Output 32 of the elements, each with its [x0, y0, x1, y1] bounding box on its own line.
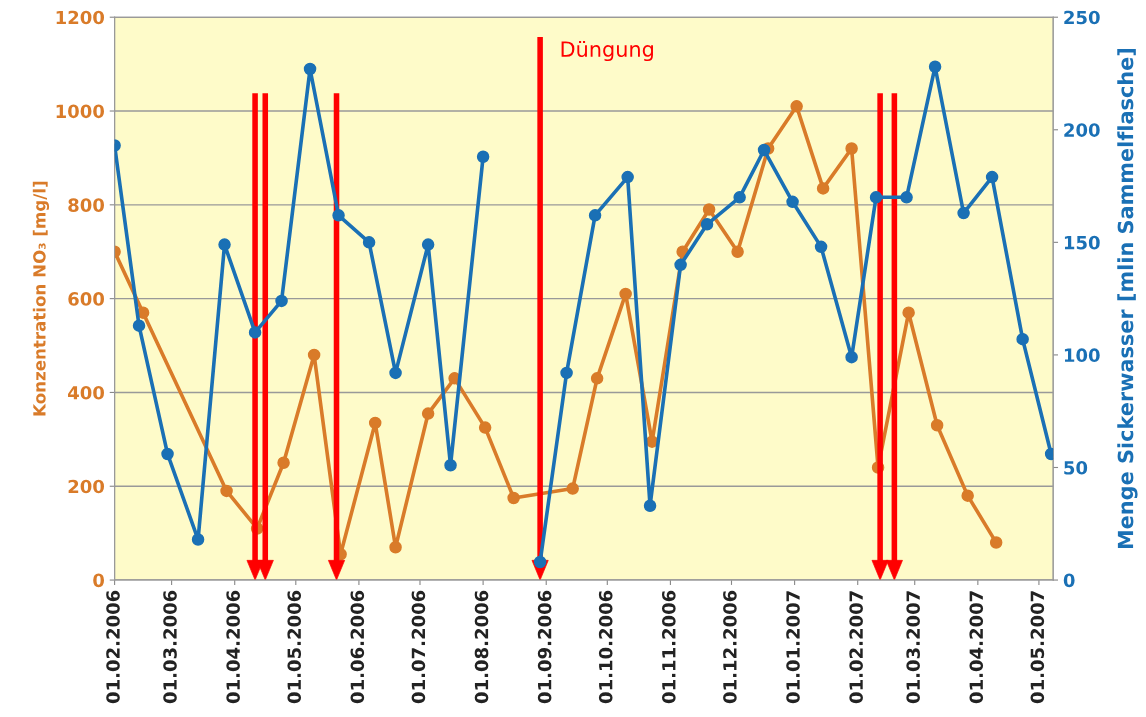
y2-tick-label: 50	[1064, 460, 1088, 475]
x-tick-label: 01.03.2006	[163, 590, 177, 704]
x-tick-label: 01.09.2006	[537, 590, 552, 704]
x-tick-label: 01.05.2006	[287, 590, 302, 704]
y2-tick-label: 100	[1064, 348, 1100, 363]
y2-tick-label: 250	[1064, 10, 1100, 25]
y-tick-label: 1000	[56, 104, 105, 119]
x-tick-label: 01.01.2007	[786, 591, 800, 704]
y-tick-label: 200	[68, 479, 105, 494]
ref-line-label: Düngung	[561, 40, 653, 62]
x-tick-label: 01.03.2007	[906, 591, 920, 704]
x-tick-label: 01.04.2006	[226, 590, 240, 704]
x-tick-label: 01.04.2007	[969, 591, 984, 704]
y2-tick-label: 150	[1064, 235, 1100, 250]
y2-axis-title: Menge Sickerwasser [mlin Sammelflasche]	[1117, 49, 1138, 549]
x-tick-label: 01.10.2006	[598, 590, 613, 704]
y-axis-title: Konzentration NO₃ [mg/l]	[32, 181, 50, 416]
x-tick-label: 01.12.2006	[723, 590, 737, 704]
x-tick-label: 01.08.2006	[474, 590, 489, 704]
x-tick-label: 01.11.2006	[662, 590, 676, 704]
x-tick-label: 01.05.2007	[1030, 591, 1045, 704]
y2-tick-label: 200	[1064, 123, 1100, 137]
y-tick-label: 800	[68, 198, 105, 212]
x-tick-label: 01.02.2007	[849, 591, 863, 704]
x-tick-label: 01.06.2006	[350, 590, 365, 704]
y-tick-label: 1200	[56, 10, 105, 25]
y-tick-label: 0	[93, 573, 105, 588]
x-tick-label: 01.02.2006	[106, 590, 120, 704]
y-tick-label: 600	[68, 292, 105, 306]
y2-tick-label: 0	[1063, 573, 1075, 588]
y-tick-label: 400	[68, 385, 105, 400]
x-tick-label: 01.07.2006	[411, 590, 426, 704]
